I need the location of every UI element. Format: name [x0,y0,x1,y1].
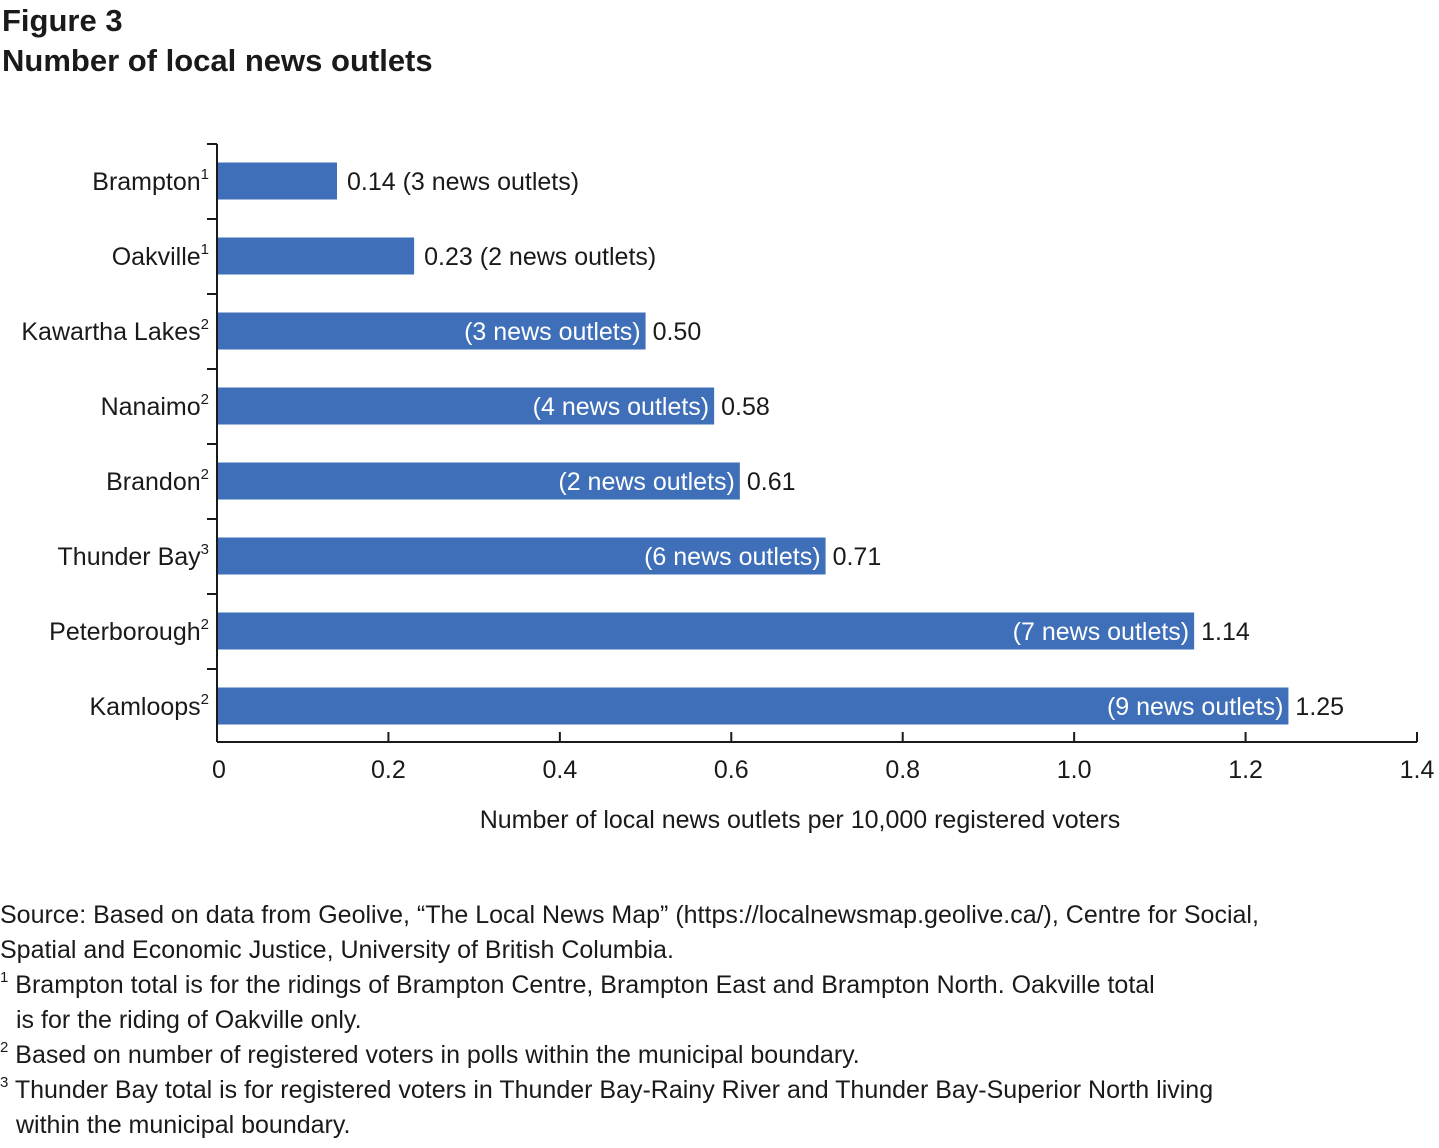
figure-title: Number of local news outlets [2,43,433,78]
bar [217,612,1195,650]
outlet-count-label: (6 news outlets) [644,543,820,571]
value-label: 0.50 [653,318,702,346]
category-note-mark: 2 [201,316,209,333]
category-label: Thunder Bay3 [58,541,209,571]
x-axis-title: Number of local news outlets per 10,000 … [480,806,1121,834]
category-note-mark: 1 [201,166,209,183]
footnote-3: 3 Thunder Bay total is for registered vo… [0,1073,1439,1108]
category-name: Peterborough [49,618,201,646]
outlet-count-label: (9 news outlets) [1107,693,1283,721]
value-label: 0.23 (2 news outlets) [424,243,656,271]
x-tick-label: 1.2 [1228,756,1263,784]
outlet-count-label: (3 news outlets) [464,318,640,346]
footnote-1-text: Brampton total is for the ridings of Bra… [8,971,1155,999]
footnote-3-text: Thunder Bay total is for registered vote… [8,1076,1214,1104]
footnote-1-mark: 1 [0,969,9,986]
category-note-mark: 2 [201,616,209,633]
bar [217,237,415,275]
x-tick-label: 0.8 [885,756,920,784]
category-note-mark: 2 [201,466,209,483]
category-name: Nanaimo [101,393,201,421]
bar [217,162,337,200]
value-label: 1.25 [1295,693,1344,721]
category-label: Peterborough2 [49,616,209,646]
figure-label: Figure 3 [2,3,123,38]
category-label: Nanaimo2 [101,391,209,421]
category-note-mark: 2 [201,691,209,708]
outlet-count-label: (7 news outlets) [1013,618,1189,646]
bars-layer [217,162,1289,725]
category-name: Kamloops [89,693,200,721]
category-note-mark: 2 [201,391,209,408]
category-note-mark: 1 [201,241,209,258]
category-label: Brandon2 [106,466,209,496]
x-tick-label: 1.4 [1400,756,1435,784]
bar [217,537,826,575]
footnote-2-text: Based on number of registered voters in … [8,1041,860,1069]
category-label: Brampton1 [92,166,209,196]
category-name: Kawartha Lakes [21,318,200,346]
outlet-count-label: (4 news outlets) [533,393,709,421]
x-tick-label: 0 [212,756,226,784]
category-label: Kamloops2 [89,691,209,721]
footnote-2: 2 Based on number of registered voters i… [0,1038,1439,1073]
category-name: Thunder Bay [58,543,202,571]
footnote-1-continued: is for the riding of Oakville only. [16,1006,362,1034]
category-note-mark: 3 [201,541,209,558]
category-name: Brampton [92,168,200,196]
value-label: 0.14 (3 news outlets) [347,168,579,196]
value-label: 0.58 [721,393,770,421]
bar [217,312,646,350]
source-line-1: Source: Based on data from Geolive, “The… [0,901,1259,929]
category-name: Oakville [112,243,201,271]
x-tick-label: 0.6 [714,756,749,784]
bar [217,387,715,425]
footnote-1: 1 Brampton total is for the ridings of B… [0,968,1439,1003]
source-line-2: Spatial and Economic Justice, University… [0,936,674,964]
footnote-3-mark: 3 [0,1074,9,1091]
category-name: Brandon [106,468,201,496]
x-tick-label: 0.4 [542,756,577,784]
category-label: Oakville1 [112,241,209,271]
bar [217,687,1289,725]
footnotes: Source: Based on data from Geolive, “The… [0,898,1439,1143]
x-tick-label: 1.0 [1057,756,1092,784]
category-label: Kawartha Lakes2 [21,316,209,346]
axes-layer [207,143,1418,743]
outlet-count-label: (2 news outlets) [558,468,734,496]
value-label: 0.61 [747,468,796,496]
footnote-2-mark: 2 [0,1039,9,1056]
value-label: 1.14 [1201,618,1250,646]
x-tick-label: 0.2 [371,756,406,784]
bar [217,462,740,500]
labels-layer: 0 0.2 0.4 0.6 0.8 1.0 1.2 1.4 Number of local ne… [21,166,1434,834]
footnote-3-continued: within the municipal boundary. [16,1111,351,1139]
value-label: 0.71 [833,543,882,571]
bar-chart: 0 0.2 0.4 0.6 0.8 1.0 1.2 1.4 Number of local ne… [21,143,1434,834]
